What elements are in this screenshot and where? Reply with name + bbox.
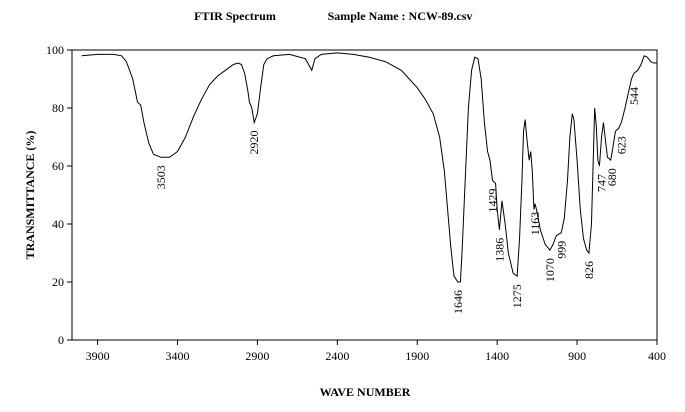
x-tick-label: 2400 bbox=[325, 349, 349, 363]
chart-subtitle: Sample Name : NCW-89.csv bbox=[328, 9, 473, 23]
y-tick-label: 60 bbox=[52, 159, 64, 173]
peak-label: 680 bbox=[605, 168, 619, 186]
peak-label: 1070 bbox=[543, 258, 557, 282]
y-tick-label: 20 bbox=[52, 275, 64, 289]
x-tick-label: 2900 bbox=[245, 349, 269, 363]
x-tick-label: 3400 bbox=[165, 349, 189, 363]
spectrum-line bbox=[81, 52, 657, 283]
peak-label: 1163 bbox=[528, 212, 542, 236]
plot-frame bbox=[71, 49, 658, 341]
y-tick-label: 0 bbox=[58, 333, 64, 347]
peak-label: 2920 bbox=[247, 131, 261, 155]
peak-label: 999 bbox=[554, 241, 568, 259]
x-tick-label: 1400 bbox=[485, 349, 509, 363]
y-axis-label: TRANSMITTANCE (%) bbox=[23, 131, 37, 260]
x-tick-label: 900 bbox=[568, 349, 586, 363]
peak-label: 544 bbox=[627, 87, 641, 105]
y-tick-label: 40 bbox=[52, 217, 64, 231]
peak-label: 747 bbox=[595, 174, 609, 192]
chart-title: FTIR Spectrum bbox=[194, 9, 276, 23]
peak-label: 3503 bbox=[154, 165, 168, 189]
peak-label: 623 bbox=[614, 136, 628, 154]
x-axis-label: WAVE NUMBER bbox=[320, 385, 411, 399]
peak-label: 1429 bbox=[486, 189, 500, 213]
x-tick-label: 1900 bbox=[405, 349, 429, 363]
x-tick-label: 3900 bbox=[86, 349, 110, 363]
x-tick-label: 400 bbox=[648, 349, 666, 363]
peak-label: 1646 bbox=[451, 290, 465, 314]
y-tick-label: 100 bbox=[46, 43, 64, 57]
y-tick-label: 80 bbox=[52, 101, 64, 115]
peak-label: 1386 bbox=[492, 238, 506, 262]
peak-label: 1275 bbox=[510, 284, 524, 308]
peak-label: 826 bbox=[582, 261, 596, 279]
